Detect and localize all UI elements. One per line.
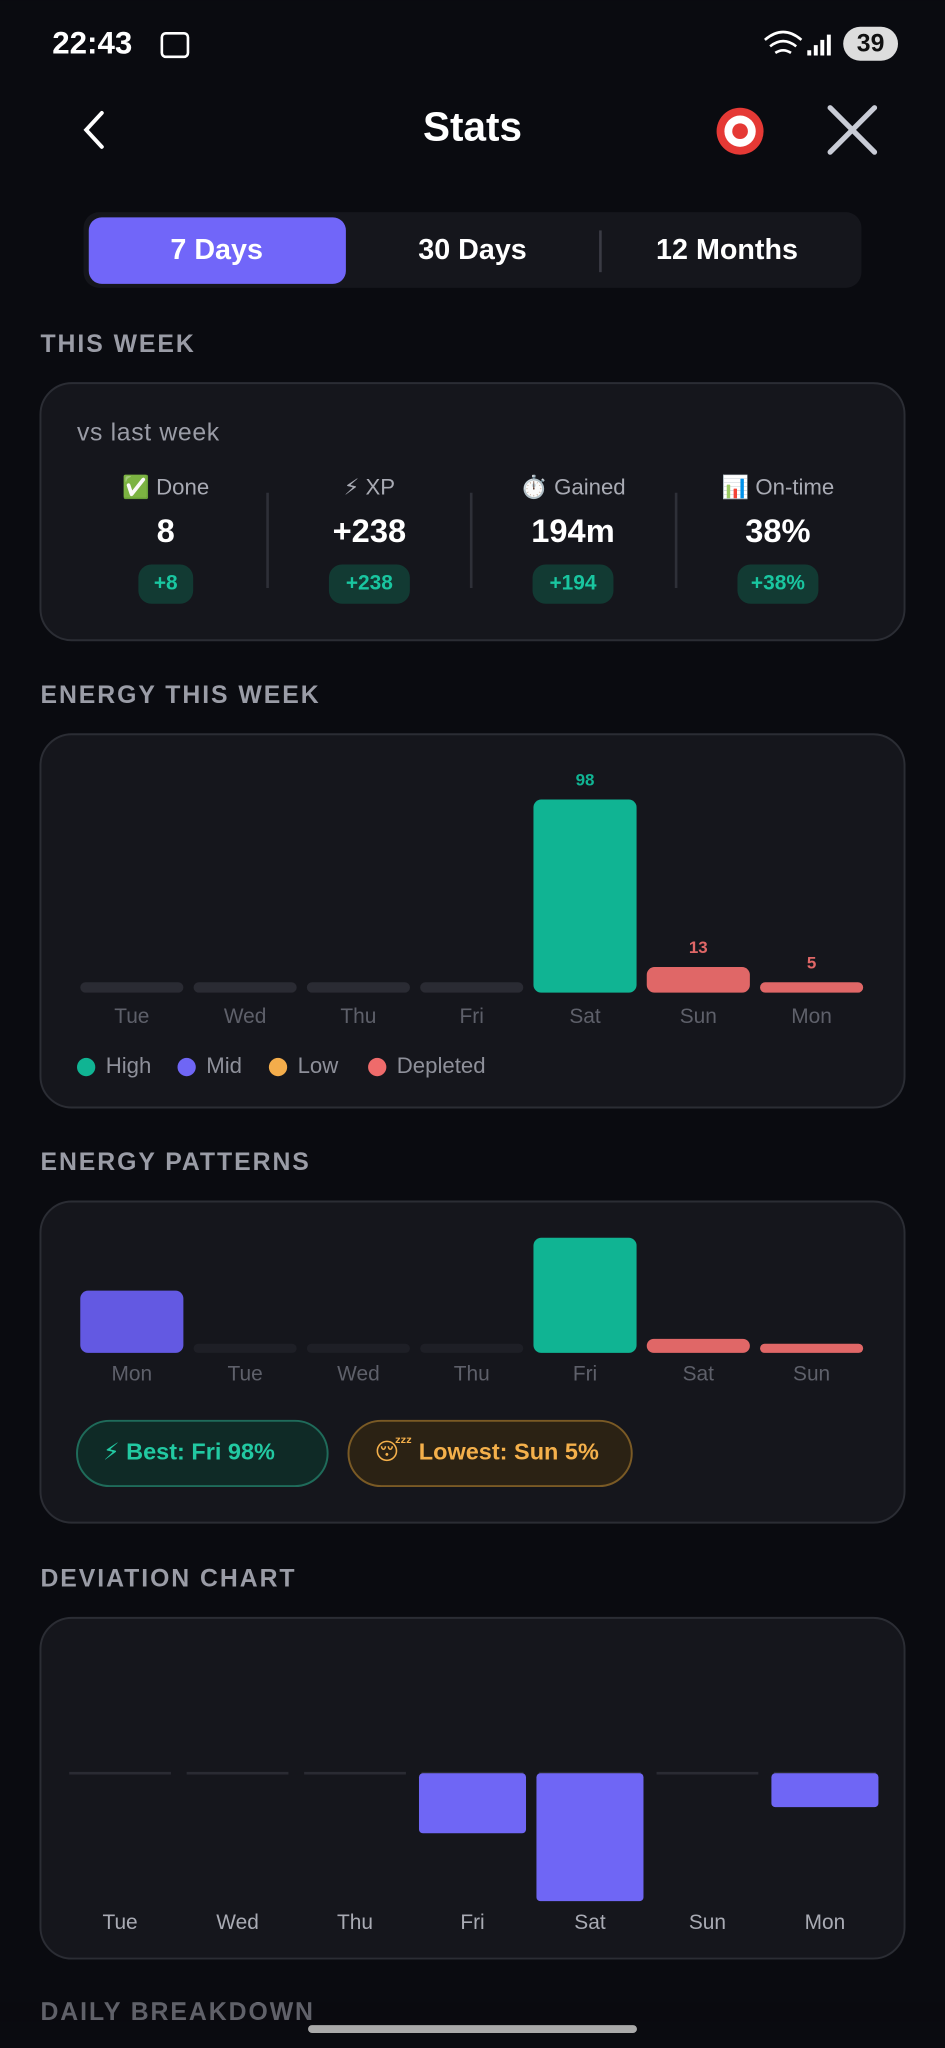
legend-dot [177, 1057, 196, 1077]
swords-icon[interactable] [827, 105, 878, 155]
bar [646, 1338, 750, 1353]
stat-delta: +38% [751, 572, 805, 595]
legend-label: Low [298, 1053, 340, 1078]
section-label: ENERGY PATTERNS [40, 1149, 310, 1176]
card [39, 733, 906, 1109]
x-tick-label: Sun [689, 1911, 726, 1934]
x-tick-label: Wed [337, 1363, 380, 1386]
data-label: 5 [807, 953, 816, 972]
section-label: THIS WEEK [40, 331, 195, 358]
tab[interactable]: 30 Days [418, 234, 527, 266]
x-tick-label: Sun [793, 1363, 830, 1386]
bar [420, 982, 524, 993]
battery: 39 [857, 31, 885, 58]
stat-label: 📊 On-time [722, 474, 835, 500]
x-tick-label: Mon [791, 1005, 832, 1028]
bar [193, 982, 297, 993]
section-label: DEVIATION CHART [40, 1566, 296, 1593]
stat-delta-bg [328, 564, 410, 604]
bar [533, 1237, 637, 1353]
x-tick-label: Tue [114, 1005, 149, 1028]
x-tick-label: Sun [680, 1005, 717, 1028]
x-tick-label: Sat [683, 1363, 715, 1386]
stat-delta-bg [532, 564, 614, 604]
back-button[interactable] [83, 110, 104, 149]
x-tick-label: Tue [228, 1363, 263, 1386]
stat-delta: +194 [549, 572, 596, 595]
tab-active[interactable] [88, 217, 346, 284]
x-tick-label: Fri [573, 1363, 597, 1386]
bar [306, 982, 410, 993]
badge [347, 1419, 633, 1488]
bar [80, 1290, 184, 1353]
bar [771, 1773, 879, 1808]
home-indicator [308, 2025, 637, 2033]
badge-label: 😴 Lowest: Sun 5% [375, 1438, 599, 1465]
stat-label: ⚡ XP [344, 475, 395, 500]
x-tick-label: Wed [224, 1005, 267, 1028]
data-label: 13 [689, 938, 708, 957]
bar [420, 1343, 524, 1353]
x-tick-label: Fri [460, 1911, 484, 1934]
stat-delta-bg [138, 564, 194, 604]
tab[interactable]: 7 Days [170, 234, 263, 266]
card-subtitle: vs last week [77, 420, 220, 447]
fade [0, 2002, 945, 2022]
bar [536, 1773, 644, 1902]
title: Stats [423, 104, 522, 150]
bar [533, 799, 637, 993]
legend-dot [368, 1057, 387, 1077]
target-icon[interactable] [716, 107, 764, 155]
bar [646, 967, 750, 993]
stat-delta-bg [737, 564, 819, 604]
clock: 22:43 [52, 25, 132, 60]
badge-label: ⚡ Best: Fri 98% [103, 1439, 275, 1465]
legend-label: Depleted [397, 1053, 486, 1078]
section-label: ENERGY THIS WEEK [40, 682, 320, 709]
x-tick-label: Sat [569, 1005, 601, 1028]
stat-label: ✅ Done [122, 474, 209, 500]
stat-delta: +238 [346, 572, 393, 595]
status-icons [160, 26, 899, 61]
stat-value: 8 [157, 512, 175, 549]
x-tick-label: Mon [112, 1363, 153, 1386]
legend-dot [268, 1057, 288, 1077]
stat-value: +238 [333, 512, 407, 549]
stat-value: 194m [531, 512, 614, 549]
bar [193, 1343, 297, 1353]
section-label: DAILY BREAKDOWN [40, 1999, 314, 2026]
stat-value: 38% [745, 512, 810, 549]
bar [306, 1343, 410, 1353]
legend-label: Mid [206, 1053, 242, 1078]
x-tick-label: Tue [102, 1911, 137, 1934]
data-label: 98 [576, 771, 595, 790]
x-tick-label: Fri [460, 1005, 484, 1028]
legend-dot [77, 1057, 96, 1077]
badge [76, 1419, 329, 1488]
bar [80, 982, 184, 993]
bar [418, 1773, 527, 1834]
stat-label: ⏱️ Gained [520, 474, 625, 500]
x-tick-label: Mon [805, 1911, 846, 1934]
x-tick-label: Thu [340, 1005, 376, 1028]
x-tick-label: Thu [454, 1363, 490, 1386]
tab[interactable]: 12 Months [656, 234, 798, 266]
stat-delta: +8 [154, 572, 178, 595]
x-tick-label: Wed [216, 1911, 259, 1934]
x-tick-label: Sat [574, 1911, 606, 1934]
bar [760, 982, 864, 993]
bar [760, 1343, 864, 1353]
legend-label: High [106, 1053, 152, 1078]
x-tick-label: Thu [337, 1911, 373, 1934]
